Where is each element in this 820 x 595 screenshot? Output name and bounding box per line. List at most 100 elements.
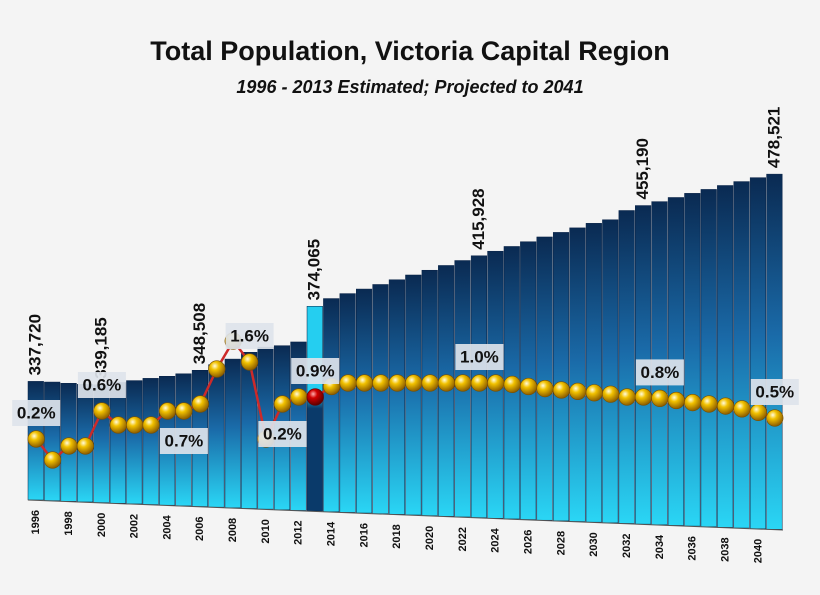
population-bar: [684, 193, 701, 527]
population-value-label: 339,185: [91, 317, 110, 378]
population-bar: [323, 298, 340, 512]
growth-rate-point: [76, 437, 94, 455]
population-bar: [585, 223, 602, 523]
x-tick-label: 2006: [194, 517, 206, 541]
x-tick-label: 1996: [30, 510, 42, 534]
growth-rate-point: [339, 374, 357, 392]
growth-rate-label-box: [258, 421, 307, 447]
growth-rate-point: [569, 382, 587, 401]
growth-rate-point: [126, 416, 144, 434]
growth-rate-point: [454, 374, 472, 392]
growth-rate-point: [273, 395, 292, 413]
growth-rate-label: 0.5%: [755, 382, 794, 401]
population-bar: [700, 189, 717, 527]
growth-rate-point: [519, 377, 538, 396]
chart-title: Total Population, Victoria Capital Regio…: [150, 36, 670, 66]
growth-rate-label: 1.0%: [460, 347, 499, 366]
x-tick-label: 2020: [424, 526, 436, 550]
x-tick-label: 2034: [654, 534, 666, 559]
x-tick-label: 1998: [63, 511, 75, 535]
x-tick-label: 2026: [523, 530, 535, 554]
x-tick-label: 2014: [326, 521, 338, 546]
population-bar: [142, 378, 159, 505]
population-bar: [388, 279, 405, 515]
growth-rate-label-box: [77, 372, 126, 398]
growth-rate-point: [536, 380, 554, 398]
growth-rate-point: [142, 416, 160, 434]
population-value-label: 455,190: [633, 138, 652, 199]
population-bar: [339, 293, 356, 513]
growth-rate-label: 0.2%: [17, 403, 56, 422]
population-bar: [717, 185, 734, 528]
x-tick-label: 2016: [358, 523, 370, 547]
growth-rate-point: [602, 385, 620, 403]
population-bar: [126, 380, 143, 505]
growth-rate-point: [651, 389, 669, 408]
population-bar: [241, 352, 258, 509]
x-tick-label: 2036: [687, 536, 699, 560]
growth-rate-point: [503, 375, 521, 394]
population-bar: [109, 382, 126, 504]
population-value-label: 478,521: [764, 107, 783, 168]
growth-rate-point: [684, 394, 702, 412]
x-tick-label: 2010: [260, 519, 272, 543]
population-bar: [306, 306, 323, 512]
x-tick-label: 2008: [227, 518, 239, 542]
x-tick-label: 2000: [96, 513, 108, 537]
population-bar: [602, 219, 619, 524]
x-tick-label: 2002: [129, 514, 141, 538]
growth-rate-point: [585, 384, 603, 402]
x-tick-label: 2024: [490, 527, 502, 552]
growth-rate-point: [158, 402, 177, 420]
growth-rate-label-box: [455, 344, 504, 370]
x-tick-label: 2022: [457, 527, 469, 551]
growth-rate-label: 0.6%: [83, 375, 122, 394]
population-bar: [536, 236, 553, 521]
growth-rate-label-box: [159, 428, 208, 454]
population-bar: [569, 227, 586, 522]
x-tick-label: 2004: [161, 514, 173, 539]
x-tick-label: 2032: [621, 534, 633, 558]
growth-rate-point: [191, 395, 209, 413]
growth-rate-point: [487, 374, 505, 392]
growth-rate-point: [749, 403, 768, 422]
population-value-label: 374,065: [305, 239, 324, 300]
population-bar: [421, 269, 438, 516]
growth-rate-point: [306, 388, 324, 406]
growth-rate-point: [634, 388, 653, 406]
growth-rate-point: [208, 360, 226, 378]
growth-rate-point: [470, 374, 489, 392]
growth-rate-point: [618, 388, 636, 406]
x-tick-label: 2030: [588, 532, 600, 556]
population-bar: [552, 232, 570, 522]
x-tick-label: 2018: [391, 524, 403, 548]
growth-rate-label-box: [750, 379, 799, 405]
population-bar: [405, 274, 422, 516]
growth-rate-point: [60, 437, 78, 455]
growth-rate-label: 1.6%: [230, 326, 269, 345]
population-bar: [766, 173, 783, 530]
growth-rate-point: [27, 430, 45, 448]
x-tick-label: 2040: [752, 539, 764, 563]
x-axis-line: [27, 499, 784, 531]
growth-rate-point: [700, 395, 718, 413]
growth-rate-point: [421, 374, 439, 392]
growth-rate-point: [405, 374, 423, 392]
growth-rate-point: [290, 388, 308, 406]
chart-subtitle: 1996 - 2013 Estimated; Projected to 2041: [236, 77, 584, 97]
growth-rate-label: 0.8%: [641, 363, 680, 382]
population-bar: [356, 288, 373, 514]
population-bar: [749, 177, 767, 529]
growth-rate-point: [372, 374, 390, 392]
growth-rate-label: 0.7%: [165, 431, 204, 450]
growth-rate-label-box: [291, 358, 340, 384]
growth-rate-point: [766, 409, 784, 427]
x-tick-label: 2038: [720, 537, 732, 561]
growth-rate-point: [667, 391, 685, 410]
population-bar: [618, 210, 635, 524]
x-tick-label: 2012: [293, 520, 305, 544]
growth-rate-point: [716, 397, 735, 415]
population-value-label: 337,720: [26, 314, 45, 375]
